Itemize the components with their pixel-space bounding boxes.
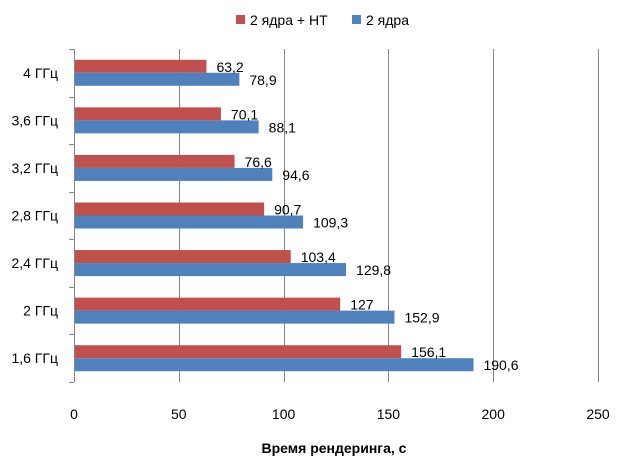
x-axis-title: Время рендеринга, с — [262, 440, 407, 456]
data-label: 94,6 — [282, 167, 309, 183]
bar-ht-6 — [75, 345, 402, 359]
bar-ht-2 — [75, 154, 235, 168]
gridlines — [179, 49, 599, 382]
bar-base-6 — [75, 358, 474, 372]
data-label: 63,2 — [216, 59, 243, 75]
data-label: 127 — [350, 297, 374, 313]
bar-base-3 — [75, 215, 304, 229]
x-tick-label: 0 — [70, 406, 78, 422]
data-label: 129,8 — [356, 262, 391, 278]
legend-swatch-0 — [236, 15, 245, 24]
legend-swatch-1 — [352, 15, 361, 24]
category-labels: 4 ГГц 3,6 ГГц 3,2 ГГц 2,8 ГГц 2,4 ГГц 2 ГГц 1,… — [11, 65, 58, 366]
x-tick-label: 150 — [377, 406, 401, 422]
x-tick-label: 100 — [272, 406, 296, 422]
y-axis-ticks — [69, 49, 74, 383]
data-label: 88,1 — [269, 119, 296, 135]
category-label: 2 ГГц — [23, 303, 58, 319]
data-label: 190,6 — [483, 357, 518, 373]
data-label: 70,1 — [231, 106, 258, 122]
bar-ht-3 — [75, 202, 265, 216]
category-label: 3,6 ГГц — [11, 112, 58, 128]
data-label: 156,1 — [411, 344, 446, 360]
data-label: 152,9 — [404, 310, 439, 326]
category-label: 2,8 ГГц — [11, 208, 58, 224]
bar-ht-1 — [75, 107, 221, 121]
category-label: 2,4 ГГц — [11, 255, 58, 271]
bar-base-2 — [75, 167, 273, 181]
category-label: 1,6 ГГц — [11, 350, 58, 366]
data-label: 109,3 — [313, 215, 348, 231]
x-tick-label: 50 — [171, 406, 187, 422]
legend-label-0: 2 ядра + HT — [250, 12, 328, 28]
data-labels: 63,2 78,9 70,1 88,1 76,6 94,6 90,7 109,3 103,4 12… — [216, 59, 518, 373]
bar-ht-0 — [75, 59, 207, 73]
x-tick-label: 250 — [586, 406, 610, 422]
data-label: 76,6 — [245, 154, 272, 170]
bars — [75, 59, 474, 372]
bar-base-5 — [75, 310, 395, 324]
bar-ht-4 — [75, 250, 291, 264]
category-label: 3,2 ГГц — [11, 160, 58, 176]
legend: 2 ядра + HT 2 ядра — [236, 12, 409, 28]
bar-base-4 — [75, 263, 347, 277]
category-label: 4 ГГц — [23, 65, 58, 81]
data-label: 78,9 — [249, 72, 276, 88]
bar-base-0 — [75, 72, 240, 86]
data-label: 103,4 — [301, 249, 336, 265]
legend-label-1: 2 ядра — [366, 12, 409, 28]
bar-base-1 — [75, 120, 259, 134]
x-tick-label: 200 — [482, 406, 506, 422]
bar-ht-5 — [75, 297, 341, 311]
data-label: 90,7 — [274, 202, 301, 218]
x-tick-labels: 0 50 100 150 200 250 — [70, 406, 610, 422]
